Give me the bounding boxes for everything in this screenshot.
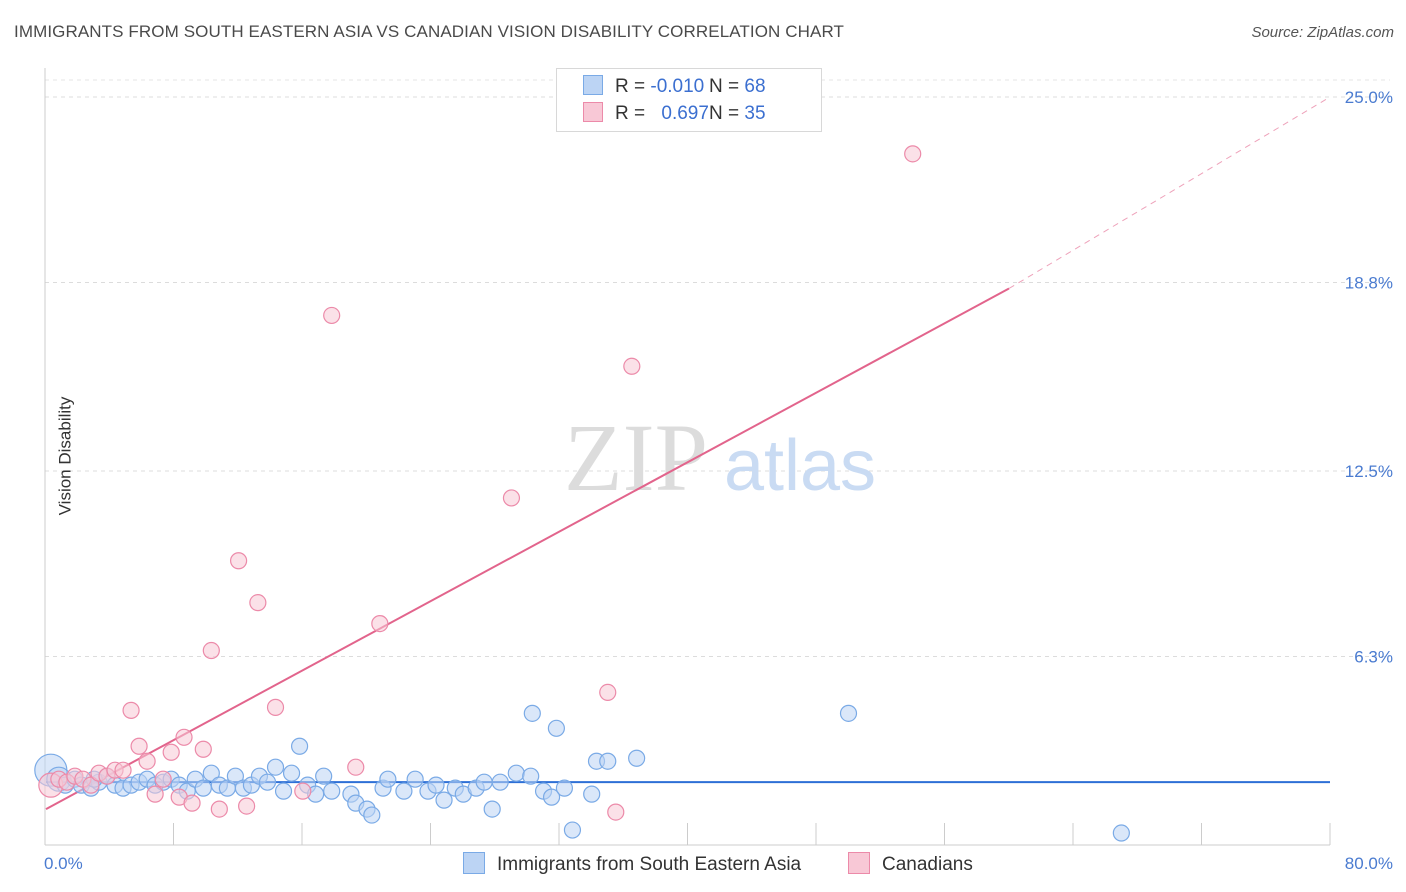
blue-point: [507, 764, 525, 782]
blue-point: [395, 782, 413, 800]
blue-point: [435, 791, 453, 809]
pink-swatch: [583, 102, 603, 122]
grid: [45, 79, 1390, 658]
blue-point: [202, 764, 220, 782]
watermark: ZIP atlas: [564, 404, 876, 511]
blue-point: [258, 773, 277, 791]
pink-point: [347, 758, 365, 776]
bottom-legend-blue-label: Immigrants from South Eastern Asia: [497, 854, 802, 875]
pink-point: [502, 489, 521, 507]
pink-point: [202, 641, 220, 660]
legend-row-blue: R = -0.010 N = 68: [583, 75, 766, 98]
correlation-legend: R = -0.010 N = 68 R = 0.697N = 35: [556, 68, 822, 132]
legend-n-label: N =: [709, 76, 745, 97]
blue-swatch: [583, 75, 603, 95]
blue-swatch: [463, 852, 485, 874]
legend-n-value: 68: [744, 76, 766, 97]
blue-point: [379, 770, 397, 788]
blue-point: [290, 737, 309, 755]
legend-row-pink: R = 0.697N = 35: [583, 102, 766, 125]
pink-point: [146, 785, 164, 803]
pink-trend-extension: [1008, 96, 1331, 289]
bottom-legend-blue: Immigrants from South Eastern Asia: [463, 852, 801, 876]
axes: [44, 68, 1331, 846]
blue-point: [491, 773, 509, 791]
tick-labels: 6.3% 12.5% 18.8% 25.0% 0.0% 80.0%: [44, 88, 1393, 873]
pink-point: [183, 794, 201, 812]
pink-swatch: [848, 852, 870, 874]
y-tick-label: 12.5%: [1345, 462, 1393, 481]
pink-point: [249, 594, 267, 612]
blue-point: [475, 773, 493, 791]
blue-point: [542, 788, 561, 806]
pink-point: [138, 752, 156, 770]
legend-r-value: -0.010: [650, 76, 705, 97]
blue-point: [522, 767, 540, 785]
watermark-zip: ZIP: [564, 404, 708, 511]
blue-point: [427, 776, 445, 794]
pink-trend-line: [45, 287, 1010, 810]
pink-point: [238, 797, 256, 815]
legend-r-label: R =: [615, 103, 651, 124]
pink-point: [607, 803, 625, 821]
blue-point: [363, 806, 381, 824]
blue-point: [483, 800, 501, 818]
pink-point: [623, 357, 641, 375]
y-axis-label: Vision Disability: [55, 396, 75, 516]
blue-point: [839, 704, 858, 722]
pink-point: [266, 698, 285, 716]
blue-point: [274, 782, 293, 800]
pink-point: [162, 743, 180, 761]
blue-point: [315, 767, 333, 785]
bottom-legend-pink-label: Canadians: [882, 854, 973, 875]
legend-r-label: R =: [615, 76, 651, 97]
blue-point: [406, 770, 424, 788]
pink-point: [294, 782, 312, 800]
blue-point: [282, 764, 301, 782]
pink-point: [599, 683, 617, 702]
pink-point: [323, 306, 341, 325]
blue-point: [583, 785, 601, 803]
bottom-legend-pink: Canadians: [848, 852, 973, 876]
source-label: Source: ZipAtlas.com: [1251, 24, 1394, 41]
pink-point: [210, 800, 228, 818]
pink-point: [130, 737, 148, 755]
blue-point: [266, 758, 285, 776]
pink-point: [114, 761, 132, 779]
blue-point: [226, 767, 244, 785]
watermark-atlas: atlas: [724, 426, 876, 506]
legend-n-value: 35: [744, 103, 766, 124]
pink-point: [371, 614, 389, 633]
blue-point: [599, 752, 617, 770]
chart-title: IMMIGRANTS FROM SOUTH EASTERN ASIA VS CA…: [14, 22, 845, 41]
blue-point: [1112, 824, 1130, 842]
y-tick-label: 25.0%: [1345, 88, 1393, 107]
x-tick-label: 0.0%: [44, 854, 83, 873]
blue-point: [555, 779, 574, 797]
pink-point: [82, 776, 100, 794]
blue-point: [323, 782, 341, 800]
pink-point: [122, 701, 140, 719]
blue-point: [194, 779, 212, 797]
blue-point: [563, 821, 582, 839]
data-points: [34, 145, 1130, 842]
y-tick-label: 6.3%: [1354, 648, 1393, 667]
legend-n-label: N =: [709, 103, 745, 124]
blue-point: [547, 719, 565, 737]
legend-r-value: 0.697: [661, 103, 709, 124]
pink-point: [175, 728, 193, 746]
blue-point: [628, 749, 646, 767]
blue-point: [523, 704, 541, 722]
pink-point: [154, 770, 172, 788]
y-tick-label: 18.8%: [1345, 274, 1393, 293]
pink-point: [904, 145, 922, 163]
x-tick-label: 80.0%: [1345, 854, 1393, 873]
pink-point: [194, 740, 212, 758]
pink-point: [230, 552, 248, 570]
